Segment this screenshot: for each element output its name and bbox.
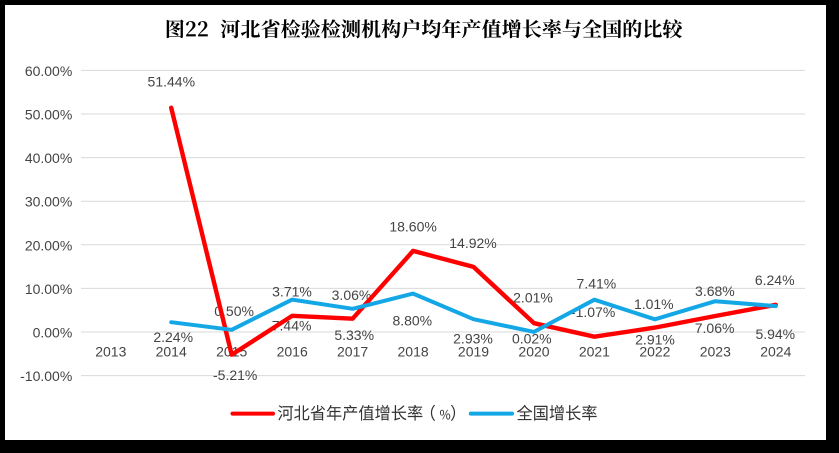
svg-text:3.68%: 3.68%	[695, 283, 735, 299]
svg-text:10.00%: 10.00%	[25, 281, 72, 297]
svg-text:8.80%: 8.80%	[392, 312, 432, 328]
svg-text:50.00%: 50.00%	[25, 107, 72, 123]
svg-text:5.33%: 5.33%	[334, 327, 374, 343]
svg-text:-10.00%: -10.00%	[20, 368, 72, 384]
svg-text:2.93%: 2.93%	[453, 331, 493, 347]
svg-text:2022: 2022	[639, 344, 670, 360]
svg-text:0.00%: 0.00%	[33, 325, 73, 341]
svg-text:2.91%: 2.91%	[635, 332, 675, 348]
svg-text:14.92%: 14.92%	[449, 235, 496, 251]
svg-text:2019: 2019	[458, 344, 489, 360]
svg-text:2017: 2017	[337, 344, 368, 360]
svg-text:0.02%: 0.02%	[512, 331, 552, 347]
svg-text:2013: 2013	[95, 344, 126, 360]
svg-text:18.60%: 18.60%	[389, 218, 436, 234]
svg-text:3.06%: 3.06%	[332, 287, 372, 303]
svg-text:20.00%: 20.00%	[25, 237, 72, 253]
svg-text:2016: 2016	[277, 344, 308, 360]
svg-text:6.24%: 6.24%	[755, 272, 795, 288]
svg-text:2020: 2020	[518, 344, 549, 360]
svg-text:-5.21%: -5.21%	[213, 367, 257, 383]
svg-text:5.94%: 5.94%	[755, 326, 795, 342]
svg-text:51.44%: 51.44%	[148, 74, 195, 90]
svg-text:2024: 2024	[760, 344, 791, 360]
svg-text:2014: 2014	[156, 344, 187, 360]
svg-text:7.06%: 7.06%	[695, 320, 735, 336]
svg-text:30.00%: 30.00%	[25, 194, 72, 210]
svg-text:2.01%: 2.01%	[513, 290, 553, 306]
svg-text:1.01%: 1.01%	[634, 296, 674, 312]
svg-text:2023: 2023	[700, 344, 731, 360]
svg-text:2018: 2018	[398, 344, 429, 360]
svg-text:40.00%: 40.00%	[25, 150, 72, 166]
svg-text:7.41%: 7.41%	[577, 275, 617, 291]
svg-text:60.00%: 60.00%	[25, 63, 72, 79]
svg-text:3.71%: 3.71%	[272, 284, 312, 300]
svg-text:2.24%: 2.24%	[153, 329, 193, 345]
svg-text:2021: 2021	[579, 344, 610, 360]
